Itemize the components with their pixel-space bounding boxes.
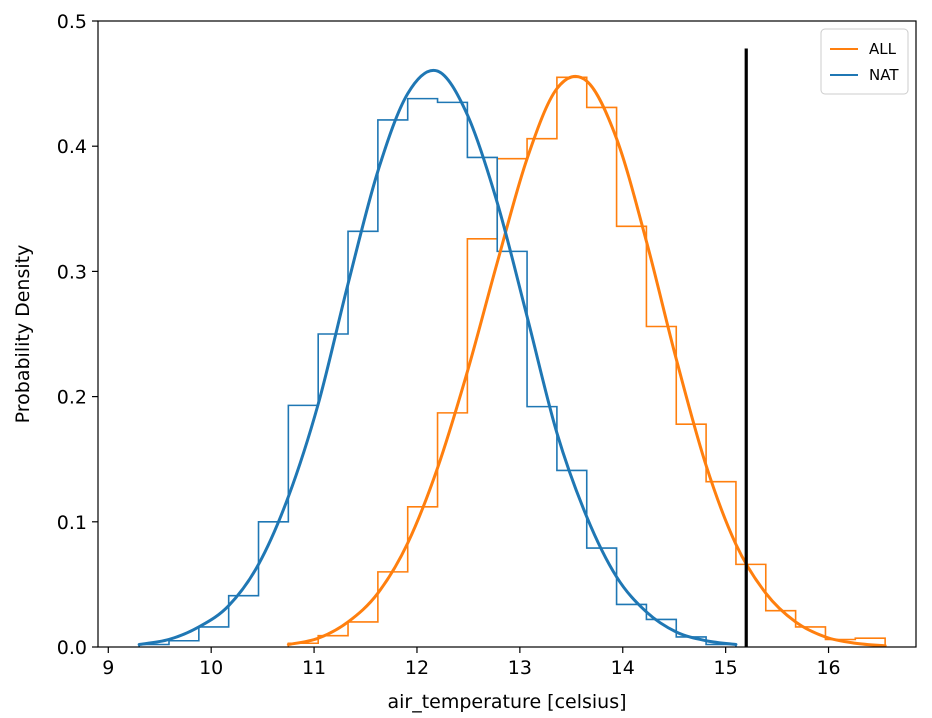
x-tick-label: 13 <box>508 657 532 679</box>
ticks-layer: 9 10 11 12 13 14 15 16 0.0 0.1 0.2 0.3 0.4 0.5 <box>57 11 841 679</box>
x-tick-label: 9 <box>102 657 114 679</box>
legend: ALL NAT <box>820 28 909 95</box>
x-tick-label: 16 <box>816 657 840 679</box>
x-tick-label: 11 <box>302 657 326 679</box>
histogram-all <box>287 76 886 647</box>
density-curve-layer <box>137 68 887 648</box>
legend-frame <box>820 28 909 95</box>
y-tick-label: 0.0 <box>57 637 87 659</box>
y-tick-label: 0.3 <box>57 261 87 283</box>
plot-frame <box>97 20 917 648</box>
x-tick-label: 15 <box>714 657 738 679</box>
histogram-layer <box>138 76 886 647</box>
y-tick-label: 0.4 <box>57 136 87 158</box>
y-tick-label: 0.2 <box>57 387 87 409</box>
density-curve-nat <box>137 68 738 646</box>
x-tick-label: 10 <box>199 657 223 679</box>
legend-label-all: ALL <box>869 40 897 58</box>
x-tick-label: 14 <box>611 657 635 679</box>
y-tick-label: 0.5 <box>57 11 87 33</box>
axes-layer <box>97 20 917 648</box>
histogram-nat <box>138 97 737 647</box>
density-curve-all <box>286 74 887 648</box>
x-axis-label: air_temperature [celsius] <box>387 691 626 713</box>
y-tick-label: 0.1 <box>57 512 87 534</box>
legend-label-nat: NAT <box>869 66 899 84</box>
x-tick-label: 12 <box>405 657 429 679</box>
y-axis-label: Probability Density <box>12 245 34 424</box>
